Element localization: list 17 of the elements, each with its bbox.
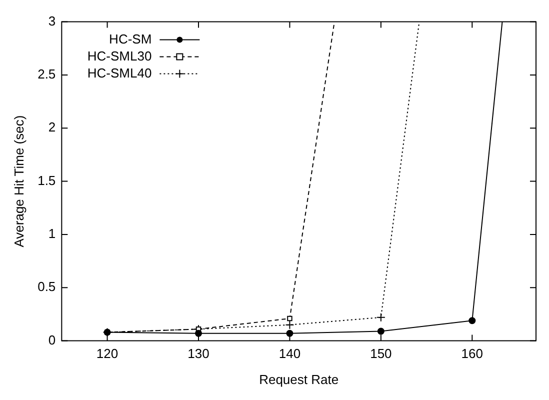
y-tick-label: 2: [48, 120, 56, 135]
y-tick-label: 2.5: [38, 66, 56, 82]
y-tick-label: 3: [48, 13, 56, 28]
y-tick-label: 1.5: [38, 172, 56, 188]
x-tick-label: 120: [96, 346, 118, 362]
x-tick-label: 130: [188, 346, 210, 362]
legend-label: HC-SML30: [87, 48, 152, 64]
x-tick-label: 150: [370, 346, 392, 362]
y-tick-label: 0: [48, 332, 56, 348]
y-tick-label: 0.5: [38, 279, 56, 294]
x-tick-label: 140: [278, 346, 301, 362]
x-tick-label: 160: [461, 346, 483, 362]
legend-label: HC-SML40: [87, 65, 152, 80]
y-tick-label: 1: [48, 226, 56, 242]
x-axis-title: Request Rate: [259, 372, 339, 387]
y-axis-title: Average Hit Time (sec): [11, 115, 26, 248]
legend-label: HC-SM: [109, 31, 152, 46]
